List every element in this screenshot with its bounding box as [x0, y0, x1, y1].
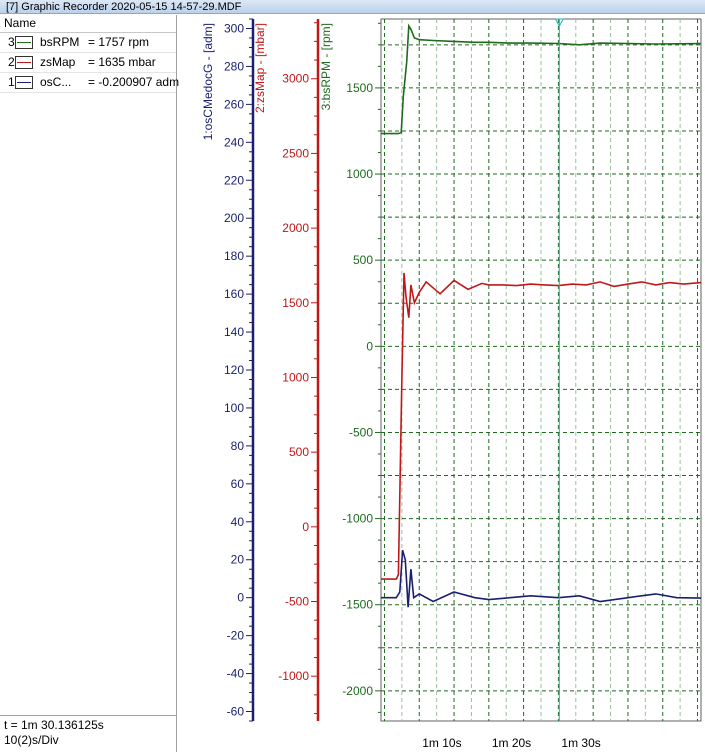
y-tick-label: -500: [285, 595, 309, 609]
y-tick-label: 120: [224, 363, 244, 377]
y-tick-label: 180: [224, 249, 244, 263]
y-tick-label: 500: [353, 253, 373, 267]
y-tick-label: 80: [231, 439, 245, 453]
y-axis-title: 2:zsMap - [mbar]: [253, 23, 267, 113]
series-zsMap: [381, 272, 702, 580]
y-tick-label: 500: [289, 445, 309, 459]
y-tick-label: -2000: [342, 684, 373, 698]
y-tick-label: 300: [224, 21, 244, 35]
line-swatch-icon: [15, 36, 33, 49]
line-swatch-icon: [15, 76, 33, 89]
y-tick-label: -60: [227, 705, 245, 719]
y-axes: 3002802602402202001801601401201008060402…: [201, 18, 384, 722]
y-tick-label: 140: [224, 325, 244, 339]
legend-row-value: = 1757 rpm: [88, 35, 150, 49]
y-tick-label: 40: [231, 515, 245, 529]
legend-row-name: osC...: [40, 75, 72, 89]
channel-legend-panel: Name 3 bsRPM = 1757 rpm 2 zsMap = 1635 m…: [0, 15, 180, 715]
y-tick-label: -500: [349, 425, 373, 439]
y-tick-label: -1000: [342, 512, 373, 526]
y-tick-label: 1000: [282, 370, 309, 384]
y-tick-label: 1000: [346, 167, 373, 181]
y-tick-label: 100: [224, 401, 244, 415]
graphic-recorder-chart[interactable]: 3002802602402202001801601401201008060402…: [177, 15, 705, 752]
y-axis-title: 1:osCMedocG - [adm]: [201, 23, 215, 140]
grid-lines: [381, 19, 701, 721]
line-swatch-icon: [15, 56, 33, 69]
y-tick-label: 0: [302, 520, 309, 534]
legend-row-number: 2: [8, 55, 15, 69]
legend-row-zsmap[interactable]: 2 zsMap = 1635 mbar: [0, 53, 176, 73]
y-tick-label: 260: [224, 97, 244, 111]
cursor-time-readout: t = 1m 30.136125s: [4, 718, 104, 732]
y-tick-label: 220: [224, 173, 244, 187]
legend-row-value: = -0.200907 adm: [88, 75, 180, 89]
series-osCMedocG: [381, 549, 702, 608]
y-tick-label: 160: [224, 287, 244, 301]
y-tick-label: 200: [224, 211, 244, 225]
y-tick-label: -40: [227, 667, 245, 681]
x-tick-label: 1m 30s: [561, 736, 600, 750]
series-lines: [381, 23, 702, 608]
series-bsRPM: [381, 23, 702, 135]
y-tick-label: 20: [231, 553, 245, 567]
status-panel: t = 1m 30.136125s 10(2)s/Div: [0, 715, 177, 752]
y-tick-label: -20: [227, 629, 245, 643]
y-tick-label: 0: [237, 591, 244, 605]
legend-row-number: 3: [8, 35, 15, 49]
x-tick-labels: 1m 10s 1m 20s 1m 30s: [422, 736, 600, 750]
y-tick-label: 240: [224, 135, 244, 149]
legend-row-name: zsMap: [40, 55, 76, 69]
y-tick-label: -1500: [342, 598, 373, 612]
y-axis-map: 3000 2500 2000 1500 1000 500 0 -500 -1000 2:zsMap…: [253, 19, 320, 721]
y-tick-label: 1500: [346, 81, 373, 95]
legend-row-number: 1: [8, 75, 15, 89]
legend-header[interactable]: Name: [0, 15, 176, 33]
legend-row-bsrpm[interactable]: 3 bsRPM = 1757 rpm: [0, 33, 176, 53]
y-tick-label: 2500: [282, 146, 309, 160]
plot-area[interactable]: 1m 10s 1m 20s 1m 30s: [380, 18, 702, 750]
x-tick-label: 1m 10s: [422, 736, 461, 750]
time-scale-readout: 10(2)s/Div: [4, 733, 59, 747]
y-tick-label: 280: [224, 59, 244, 73]
y-tick-label: 3000: [282, 72, 309, 86]
y-axis-rpm: 1500 1000 500 0 -500 -1000 -1500 -2000 3:bsRPM -…: [319, 19, 384, 721]
y-axis-title: 3:bsRPM - [rpm]: [319, 23, 333, 110]
window-title: [7] Graphic Recorder 2020-05-15 14-57-29…: [0, 0, 705, 14]
legend-row-oscmedoc[interactable]: 1 osC... = -0.200907 adm: [0, 73, 180, 93]
y-axis-osc: 3002802602402202001801601401201008060402…: [201, 18, 255, 722]
x-tick-label: 1m 20s: [492, 736, 531, 750]
y-tick-label: 60: [231, 477, 245, 491]
legend-row-value: = 1635 mbar: [88, 55, 156, 69]
y-tick-label: 0: [366, 339, 373, 353]
legend-row-name: bsRPM: [40, 35, 80, 49]
time-cursor[interactable]: [554, 18, 565, 721]
y-tick-label: 2000: [282, 221, 309, 235]
y-tick-label: 1500: [282, 296, 309, 310]
y-tick-label: -1000: [278, 669, 309, 683]
cursor-marker-icon: [554, 18, 565, 28]
